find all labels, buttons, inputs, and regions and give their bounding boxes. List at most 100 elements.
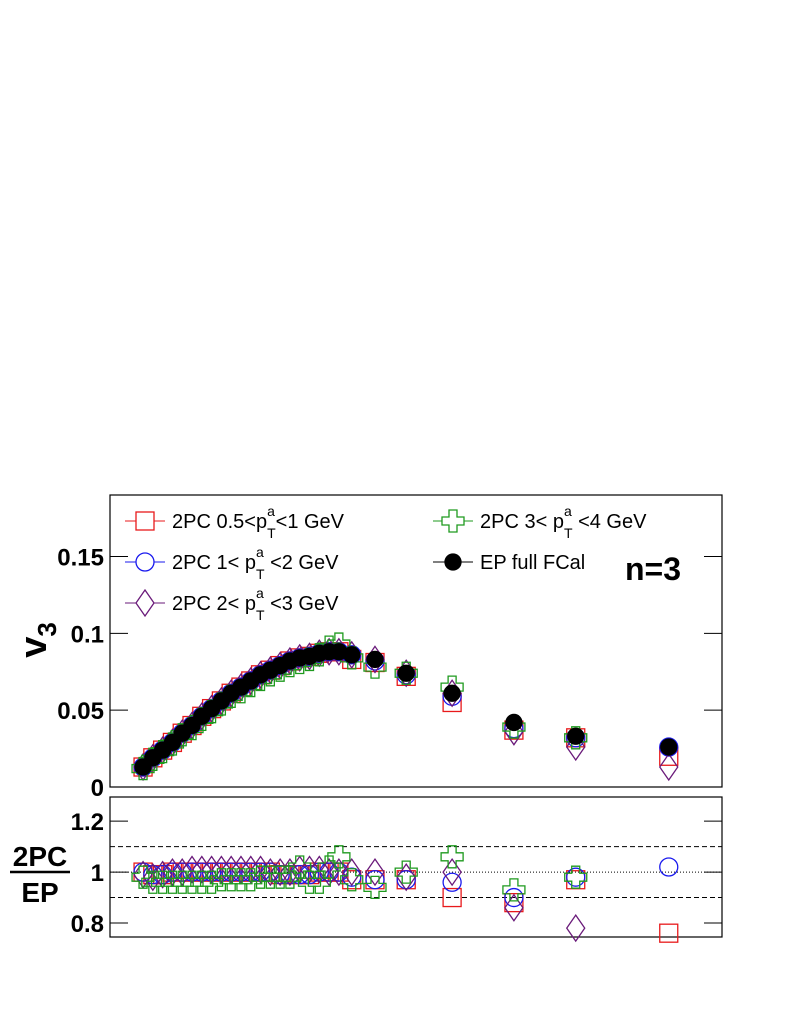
marker	[394, 860, 418, 884]
marker	[366, 650, 384, 669]
legend-sup: a	[267, 503, 275, 519]
marker	[143, 864, 163, 885]
marker	[231, 855, 251, 884]
plot-frame	[109, 494, 723, 788]
marker	[442, 872, 462, 892]
marker	[172, 857, 193, 887]
legend-marker	[135, 511, 155, 531]
marker	[659, 923, 679, 943]
legend-text: <3 GeV	[265, 593, 340, 615]
legend-text: 2PC 2< p	[172, 593, 256, 615]
marker	[299, 855, 320, 884]
marker	[162, 857, 183, 887]
marker	[565, 913, 586, 943]
marker	[564, 865, 588, 889]
y-tick-label: 0.15	[57, 544, 104, 571]
legend-text: <2 GeV	[265, 552, 340, 574]
y-tick-label: 0	[91, 775, 104, 802]
marker	[396, 870, 416, 890]
y-tick-label: 1	[91, 860, 104, 887]
marker	[278, 865, 302, 889]
legend-label: 2PC 1< pa T <2 GeV	[172, 544, 339, 582]
marker	[327, 845, 351, 869]
legend-sub: T	[564, 525, 573, 541]
marker	[199, 870, 224, 894]
marker	[442, 857, 462, 887]
legend-sub: T	[267, 525, 276, 541]
legend-marker	[135, 552, 155, 572]
marker	[201, 862, 222, 882]
marker	[239, 868, 263, 892]
marker	[365, 870, 385, 890]
marker	[341, 857, 362, 887]
marker	[659, 737, 679, 757]
marker	[329, 857, 349, 887]
marker	[289, 855, 310, 884]
legend-text: 2PC 1< p	[172, 552, 256, 574]
marker	[365, 857, 385, 887]
marker	[440, 845, 464, 869]
marker	[363, 875, 387, 900]
legend-marker	[444, 553, 462, 571]
marker	[133, 862, 153, 882]
marker	[192, 862, 212, 882]
y-tick-label: 0.1	[71, 621, 104, 648]
legend-label: 2PC 3< pa T <4 GeV	[480, 503, 647, 541]
marker	[317, 855, 341, 879]
marker	[442, 887, 462, 908]
legend-sup: a	[256, 585, 264, 601]
y-axis-label: v3	[13, 622, 62, 658]
marker	[396, 863, 416, 892]
marker	[502, 878, 526, 902]
y-tick-label: 0.8	[71, 911, 104, 938]
marker	[343, 646, 361, 664]
marker	[504, 893, 524, 922]
marker	[504, 892, 524, 913]
marker	[211, 862, 232, 882]
plot-frame	[109, 796, 723, 938]
marker	[658, 752, 679, 782]
marker	[566, 867, 586, 887]
marker	[504, 887, 524, 908]
marker	[131, 865, 155, 889]
marker	[565, 732, 586, 762]
marker	[182, 855, 202, 884]
legend-text: <1 GeV	[276, 511, 345, 533]
marker	[192, 855, 212, 884]
y-axis-label-main: v	[13, 637, 55, 658]
legend-text: <4 GeV	[573, 511, 648, 533]
legend-text: 2PC 0.5<p	[172, 511, 267, 533]
legend-sup: a	[256, 544, 264, 560]
legend-label: 2PC 0.5<pa T<1 GeV	[172, 503, 345, 541]
marker	[660, 738, 678, 756]
legend-text: EP full FCal	[480, 552, 585, 574]
y-tick-label: 1.2	[71, 809, 104, 836]
legend-sup: a	[564, 503, 572, 519]
y-axis-label-sub: 3	[32, 622, 62, 636]
marker	[152, 860, 173, 889]
legend-label: 2PC 2< pa T <3 GeV	[172, 585, 339, 623]
marker	[340, 868, 364, 892]
y-tick-label: 0.05	[57, 698, 104, 725]
marker	[397, 664, 415, 682]
legend-text: 2PC 3< p	[480, 511, 564, 533]
legend-sub: T	[256, 607, 265, 623]
marker	[659, 857, 679, 877]
legend-marker	[441, 509, 465, 533]
y-axis-label-den: EP	[21, 877, 58, 908]
legend-marker	[135, 588, 155, 618]
marker	[443, 684, 461, 702]
legend-label: EP full FCal	[480, 552, 585, 574]
marker	[201, 855, 222, 884]
marker	[505, 713, 523, 732]
marker	[240, 855, 261, 884]
legend-sub: T	[256, 566, 265, 582]
marker	[231, 862, 251, 882]
y-axis-label-num: 2PC	[13, 841, 67, 872]
marker	[567, 727, 585, 745]
marker	[221, 862, 241, 882]
marker	[221, 855, 241, 884]
marker	[182, 862, 202, 882]
marker	[211, 855, 232, 884]
